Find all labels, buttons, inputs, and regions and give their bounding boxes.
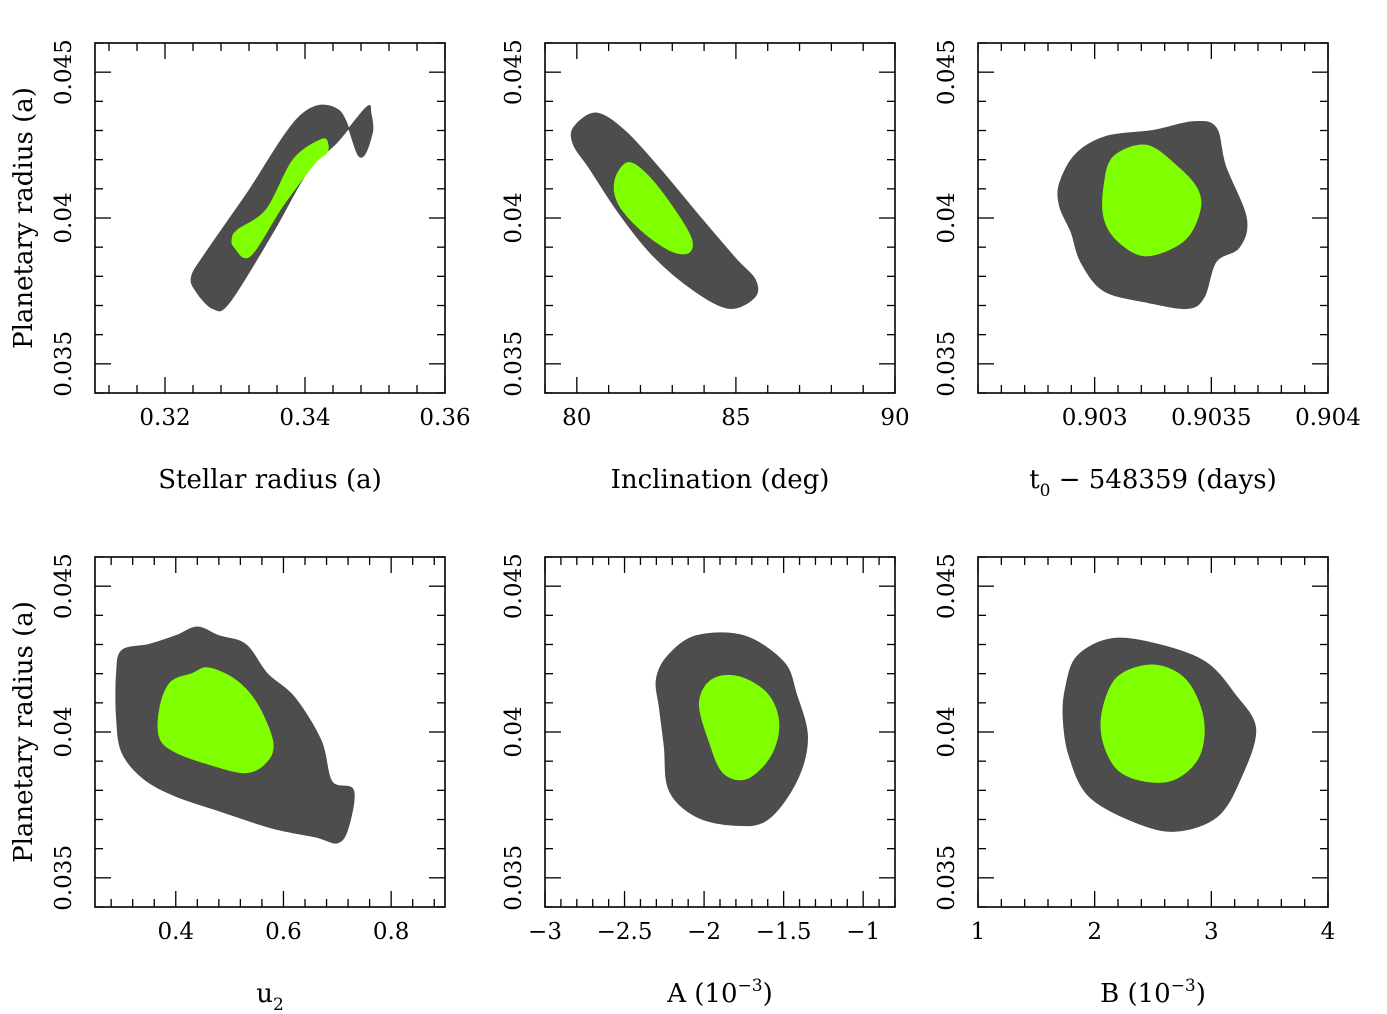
y-axis-title: Planetary radius (a)	[9, 87, 39, 349]
x-axis-title-rest: )	[1196, 979, 1206, 1009]
panel-4: 0.4 0.6 0.8 0.035 0.04 0.045 u2 Planetary radiu…	[9, 553, 446, 1014]
x-tick-label: 0.34	[279, 405, 330, 431]
y-tick-label: 0.035	[501, 845, 527, 911]
x-axis-title: t0 − 548359 (days)	[1029, 465, 1277, 501]
x-axis-title-main: A (10	[666, 979, 737, 1009]
x-axis-title: Stellar radius (a)	[158, 465, 382, 495]
y-tick-label: 0.035	[934, 331, 960, 397]
y-tick-label: 0.045	[51, 39, 77, 105]
x-axis-title: u2	[256, 979, 284, 1014]
x-tick-label: −2.5	[597, 919, 653, 945]
x-tick-label: 80	[562, 405, 591, 431]
panel-3: 0.903 0.9035 0.904 0.035 0.04 0.045 t0 − 54835…	[934, 39, 1361, 501]
x-tick-label: −2	[687, 919, 721, 945]
contour-group	[190, 104, 374, 312]
panel-1: 0.32 0.34 0.36 0.035 0.04 0.045 Stellar radius…	[9, 39, 471, 495]
x-tick-label: 0.904	[1295, 405, 1361, 431]
contour-outer-2sigma	[190, 104, 374, 312]
x-tick-label: 0.4	[157, 919, 194, 945]
y-axis-title: Planetary radius (a)	[9, 601, 39, 863]
panel-2: 80 85 90 0.035 0.04 0.045 Inclination (deg)	[501, 39, 910, 495]
y-tick-label: 0.045	[501, 553, 527, 619]
x-tick-label: 85	[721, 405, 750, 431]
y-tick-label: 0.035	[501, 331, 527, 397]
contour-inner-1sigma	[157, 667, 274, 774]
y-tick-label: 0.045	[934, 39, 960, 105]
y-tick-label: 0.035	[934, 845, 960, 911]
y-tick-label: 0.04	[51, 192, 77, 243]
x-axis-title-rest: )	[763, 979, 773, 1009]
x-axis-title-main: t	[1029, 465, 1040, 495]
y-tick-label: 0.045	[501, 39, 527, 105]
x-axis-title-main: u	[256, 979, 273, 1009]
x-axis-title: Inclination (deg)	[611, 465, 830, 495]
x-tick-label: −3	[528, 919, 562, 945]
contour-group	[115, 626, 355, 844]
x-axis-title: B (10−3)	[1100, 976, 1206, 1009]
contour-group	[1057, 120, 1248, 310]
y-tick-label: 0.04	[51, 706, 77, 757]
contour-inner-1sigma	[1100, 664, 1205, 783]
x-tick-label: 3	[1204, 919, 1219, 945]
x-axis-title-superscript: −3	[738, 976, 763, 996]
x-tick-label: 0.903	[1062, 405, 1128, 431]
y-tick-label: 0.035	[51, 331, 77, 397]
x-tick-label: 0.8	[373, 919, 410, 945]
x-tick-label: 4	[1321, 919, 1336, 945]
panel-6: 1 2 3 4 0.035 0.04 0.045 B (10−3)	[934, 553, 1335, 1009]
x-tick-label: 0.6	[265, 919, 302, 945]
x-tick-label: −1.5	[756, 919, 812, 945]
y-tick-label: 0.04	[934, 192, 960, 243]
contour-group	[570, 112, 759, 309]
y-tick-label: 0.04	[501, 706, 527, 757]
x-tick-label: −1	[846, 919, 880, 945]
y-tick-label: 0.04	[934, 706, 960, 757]
x-tick-label: 90	[880, 405, 909, 431]
contour-inner-1sigma	[698, 674, 780, 781]
contour-inner-1sigma	[231, 138, 329, 259]
x-tick-label: 1	[971, 919, 986, 945]
x-axis-title-subscript: 0	[1040, 481, 1051, 501]
x-tick-label: 0.36	[419, 405, 470, 431]
x-tick-label: 0.9035	[1171, 405, 1251, 431]
contour-inner-1sigma	[613, 162, 693, 255]
x-tick-label: 2	[1087, 919, 1102, 945]
y-tick-label: 0.035	[51, 845, 77, 911]
x-axis-title: A (10−3)	[666, 976, 773, 1009]
contour-group	[1062, 637, 1257, 832]
x-axis-title-rest: − 548359 (days)	[1050, 465, 1276, 495]
x-axis-title-main: B (10	[1100, 979, 1171, 1009]
y-tick-label: 0.045	[934, 553, 960, 619]
x-axis-title-subscript: 2	[273, 995, 284, 1014]
y-tick-label: 0.04	[501, 192, 527, 243]
x-tick-label: 0.32	[139, 405, 190, 431]
contour-inner-1sigma	[1102, 144, 1202, 257]
contour-group	[655, 632, 809, 827]
x-axis-title-superscript: −3	[1171, 976, 1196, 996]
plot-frame	[544, 42, 896, 394]
y-tick-label: 0.045	[51, 553, 77, 619]
